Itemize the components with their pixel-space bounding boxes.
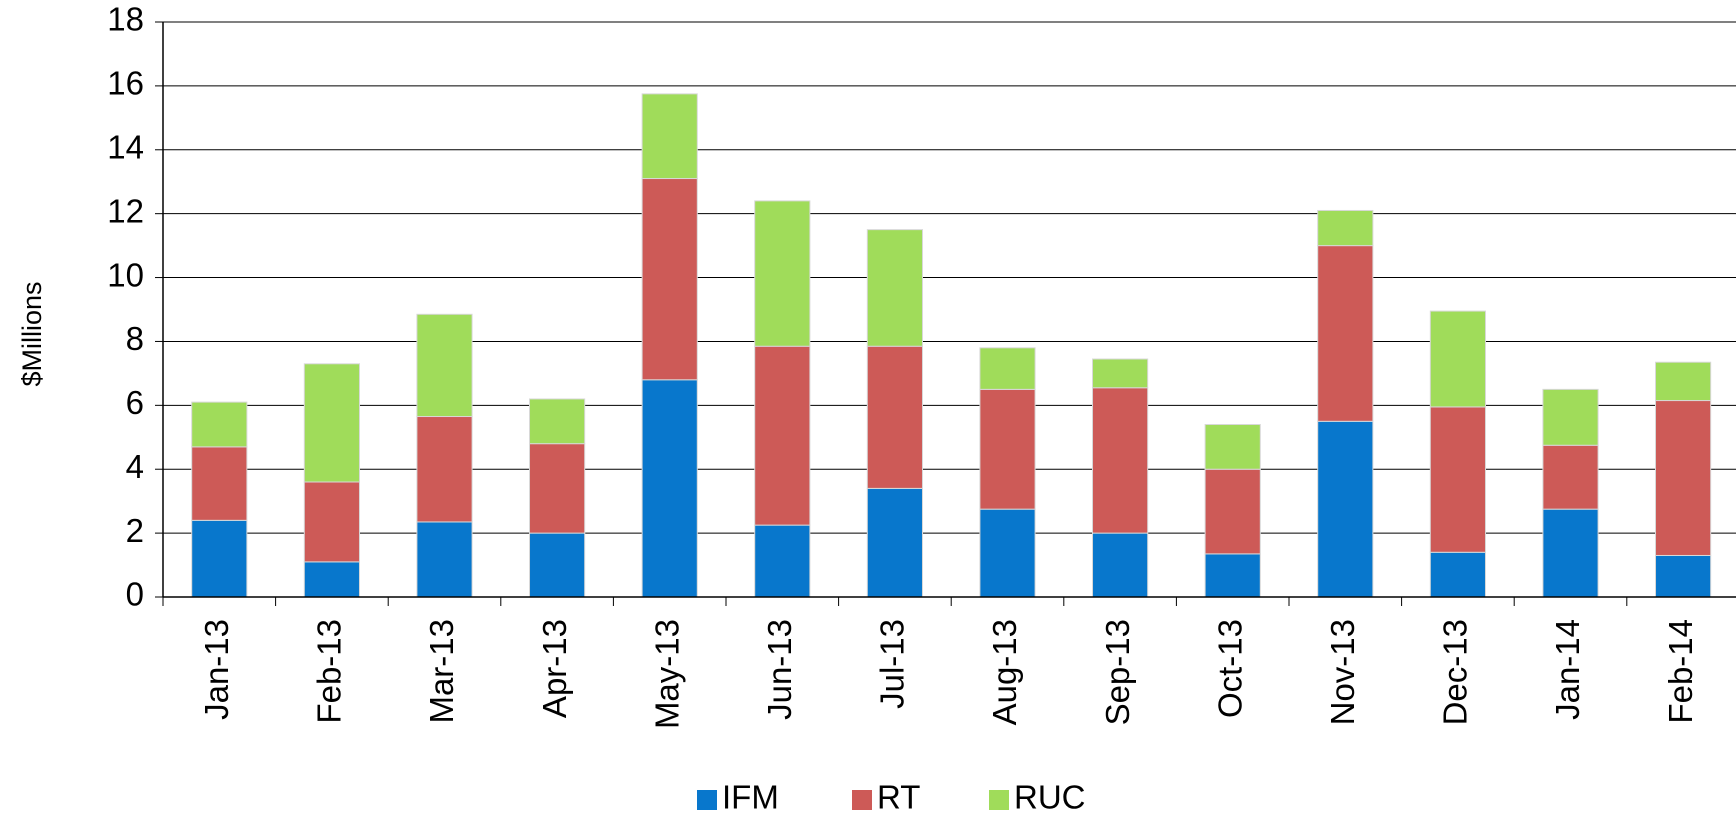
bar-segment	[1204, 553, 1261, 598]
bar-segment	[1429, 551, 1486, 598]
legend-label: RUC	[1014, 779, 1086, 815]
y-tick-label: 2	[126, 512, 144, 549]
x-tick-label: Jan-14	[1549, 619, 1586, 720]
bar-segment	[1204, 424, 1261, 470]
bar-segment	[641, 379, 698, 598]
legend-swatch	[852, 790, 872, 810]
bar-segment	[866, 487, 923, 598]
bar-segment	[1542, 388, 1599, 446]
bar-segment	[191, 519, 248, 598]
bar-segment	[1655, 361, 1712, 402]
x-tick-label: Jan-13	[198, 619, 235, 720]
y-tick-label: 4	[126, 448, 144, 485]
x-tick-label: Sep-13	[1099, 619, 1136, 725]
x-tick-label: Nov-13	[1324, 619, 1361, 725]
bar-segment	[1655, 400, 1712, 556]
bar-segment	[754, 345, 811, 526]
x-tick-label: Jun-13	[761, 619, 798, 720]
bar-segment	[1317, 209, 1374, 247]
bar-segment	[1204, 468, 1261, 555]
y-tick-label: 0	[126, 576, 144, 613]
x-tick-label: Oct-13	[1211, 619, 1248, 718]
bar-segment	[529, 443, 586, 534]
x-tick-label: Apr-13	[536, 619, 573, 718]
y-tick-label: 8	[126, 320, 144, 357]
bar-segment	[1655, 554, 1712, 598]
bar-segment	[1429, 406, 1486, 553]
x-tick-label: Feb-14	[1662, 619, 1699, 724]
legend-swatch	[697, 790, 717, 810]
legend-swatch	[989, 790, 1009, 810]
bar-segment	[529, 398, 586, 445]
bar-segment	[754, 200, 811, 347]
bar-segment	[1542, 444, 1599, 510]
legend-label: RT	[877, 779, 920, 815]
y-tick-label: 10	[107, 256, 144, 293]
x-tick-label: May-13	[648, 619, 685, 729]
bar-segment	[1317, 245, 1374, 422]
bar-segment	[866, 229, 923, 347]
bar-segment	[979, 508, 1036, 598]
bar-segment	[191, 401, 248, 448]
bar-segment	[866, 345, 923, 489]
bar-segment	[416, 416, 473, 523]
x-tick-label: Mar-13	[423, 619, 460, 724]
bar-segment	[1542, 508, 1599, 598]
bar-segment	[754, 524, 811, 598]
bar-segment	[303, 561, 360, 598]
x-tick-label: Feb-13	[311, 619, 348, 724]
y-tick-label: 12	[107, 192, 144, 229]
bar-segment	[191, 446, 248, 521]
bar-segment	[641, 93, 698, 180]
bar-segment	[1317, 420, 1374, 598]
bar-segment	[1092, 532, 1149, 598]
bar-segment	[416, 313, 473, 418]
x-tick-label: Aug-13	[986, 619, 1023, 725]
bar-segment	[1092, 387, 1149, 534]
y-tick-label: 16	[107, 65, 144, 102]
legend-label: IFM	[722, 779, 779, 815]
bar-segment	[979, 388, 1036, 510]
bar-segment	[1429, 310, 1486, 408]
bar-segment	[1092, 358, 1149, 389]
x-tick-label: Dec-13	[1437, 619, 1474, 725]
y-axis-title: $Millions	[17, 281, 47, 386]
y-tick-label: 6	[126, 384, 144, 421]
x-tick-label: Jul-13	[874, 619, 911, 709]
bar-segment	[416, 521, 473, 598]
y-tick-label: 18	[107, 1, 144, 38]
bar-segment	[641, 178, 698, 381]
bar-segment	[979, 347, 1036, 390]
bar-segment	[529, 532, 586, 598]
bar-segment	[303, 363, 360, 483]
bar-segment	[303, 481, 360, 563]
y-tick-label: 14	[107, 128, 144, 165]
